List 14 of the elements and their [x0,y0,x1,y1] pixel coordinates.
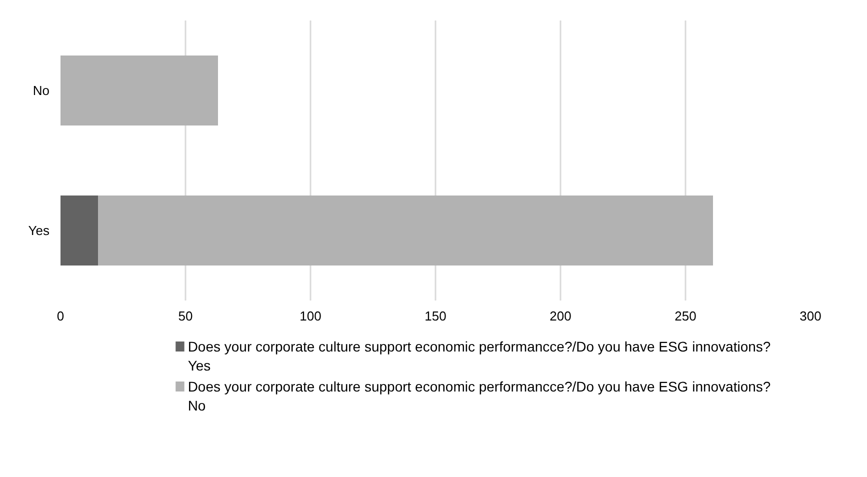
bar [60,56,218,126]
legend-label: Does your corporate culture support economic performancce?/Do you have ESG innovations? Yes [188,338,771,374]
y-tick-label: No [32,83,50,98]
x-tick-label: 200 [550,308,572,324]
x-tick-label: 250 [674,308,696,324]
legend-label: Does your corporate culture support economic performancce?/Do you have ESG innovations? No [188,378,771,414]
x-tick-label: 100 [300,308,322,324]
y-tick-label: Yes [28,223,50,238]
x-tick-label: 150 [424,308,446,324]
x-tick-label: 300 [800,308,822,324]
x-tick-label: 50 [178,308,193,324]
x-tick-label: 0 [56,308,64,324]
bar [98,196,713,266]
bar [60,196,98,266]
